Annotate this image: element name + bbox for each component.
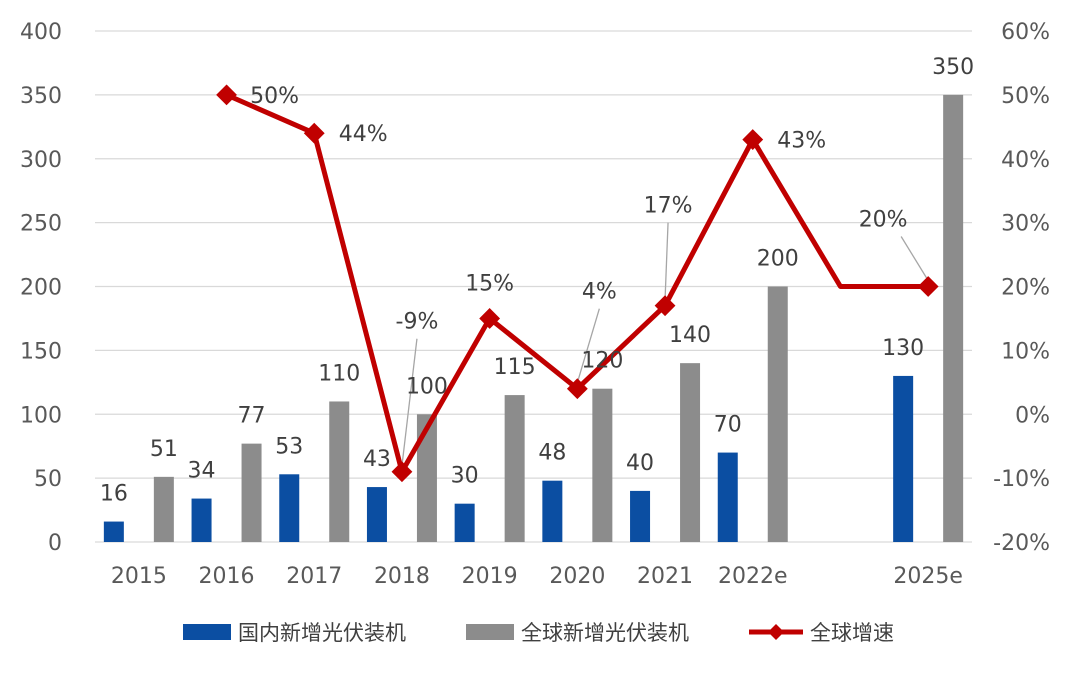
bar-global: [504, 395, 525, 542]
growth-label: 4%: [582, 280, 617, 305]
left-axis-ticks: 0 50 100 150 200 250 300 350 400: [20, 20, 62, 556]
bar-global: [943, 94, 964, 542]
legend: 国内新增光伏装机 全球新增光伏装机 全球增速: [183, 621, 894, 645]
x-tick-label: 2016: [199, 564, 255, 589]
leader-line: [900, 236, 929, 281]
growth-marker: [654, 295, 676, 317]
bar-domestic: [542, 480, 563, 542]
legend-swatch-domestic: [183, 624, 231, 640]
gridlines: [95, 30, 972, 543]
bar-domestic-label: 130: [882, 336, 924, 361]
bar-domestic: [366, 487, 387, 542]
left-tick-label: 400: [20, 20, 62, 45]
growth-marker: [917, 276, 939, 297]
bar-domestic: [103, 521, 124, 542]
right-tick-label: -10%: [993, 467, 1050, 492]
bar-global: [680, 363, 701, 542]
legend-label-growth: 全球增速: [810, 621, 894, 645]
bar-domestic: [893, 375, 914, 542]
right-tick-label: 10%: [1001, 339, 1050, 364]
right-tick-label: 20%: [1001, 276, 1050, 301]
left-tick-label: 350: [20, 84, 62, 109]
left-tick-label: 0: [48, 531, 62, 556]
bar-domestic-label: 34: [188, 459, 216, 484]
left-tick-label: 200: [20, 276, 62, 301]
growth-line: [216, 84, 939, 483]
bars: [103, 94, 964, 542]
growth-label: 20%: [859, 208, 908, 233]
bar-domestic-label: 30: [451, 464, 479, 489]
bar-domestic: [630, 490, 651, 542]
bar-global-label: 110: [318, 361, 360, 386]
leader-line: [664, 222, 669, 300]
right-tick-label: 30%: [1001, 212, 1050, 237]
data-labels: 16 34 53 43 30 48 40 70 130 51 77 110 100 115 120 140 20…: [100, 55, 974, 507]
right-tick-label: 50%: [1001, 84, 1050, 109]
x-tick-label: 2018: [374, 564, 430, 589]
bar-global: [416, 414, 437, 542]
x-tick-label: 2015: [111, 564, 167, 589]
legend-swatch-global: [466, 624, 514, 640]
legend-marker-growth: [768, 624, 784, 640]
bar-domestic-label: 53: [275, 434, 303, 459]
bar-global-label: 77: [238, 404, 266, 429]
x-tick-label: 2022e: [718, 564, 788, 589]
bar-global: [241, 443, 262, 542]
growth-label: 44%: [339, 122, 388, 147]
left-tick-label: 50: [34, 467, 62, 492]
bar-domestic-label: 40: [626, 451, 654, 476]
bar-domestic-label: 48: [538, 441, 566, 466]
legend-label-global: 全球新增光伏装机: [521, 621, 689, 645]
x-axis-ticks: 2015 2016 2017 2018 2019 2020 2021 2022e 2025e: [111, 564, 963, 589]
leader-line: [401, 338, 418, 466]
right-axis-ticks: -20% -10% 0% 10% 20% 30% 40% 50% 60%: [993, 20, 1050, 556]
leader-line: [576, 308, 600, 383]
x-tick-label: 2020: [549, 564, 605, 589]
growth-marker: [566, 378, 588, 400]
bar-global-label: 100: [406, 374, 448, 399]
bar-global-label: 51: [150, 437, 178, 462]
bar-global-label: 200: [757, 247, 799, 272]
bar-global-label: 350: [932, 55, 974, 80]
bar-global: [767, 286, 788, 542]
growth-marker: [216, 84, 237, 106]
growth-label: 17%: [644, 194, 693, 219]
left-tick-label: 250: [20, 212, 62, 237]
growth-marker: [742, 129, 764, 151]
bar-global-label: 140: [669, 323, 711, 348]
bar-global: [592, 388, 613, 542]
x-tick-label: 2025e: [893, 564, 963, 589]
growth-marker: [479, 308, 501, 329]
right-tick-label: 60%: [1001, 20, 1050, 45]
x-tick-label: 2017: [286, 564, 342, 589]
bar-domestic: [191, 498, 212, 542]
leader-lines: [401, 222, 929, 466]
left-tick-label: 100: [20, 403, 62, 428]
bar-domestic: [717, 452, 738, 542]
growth-label: 15%: [465, 271, 514, 296]
right-tick-label: 40%: [1001, 148, 1050, 173]
bar-global: [329, 401, 350, 542]
legend-label-domestic: 国内新增光伏装机: [238, 621, 406, 645]
bar-domestic-label: 70: [714, 413, 742, 438]
bar-global: [153, 476, 174, 542]
growth-marker: [391, 461, 413, 483]
bar-global-label: 120: [581, 349, 623, 374]
right-tick-label: 0%: [1015, 403, 1050, 428]
growth-label: 50%: [250, 84, 299, 109]
bar-global-label: 115: [494, 355, 536, 380]
bar-domestic-label: 16: [100, 482, 128, 507]
x-tick-label: 2019: [462, 564, 518, 589]
left-tick-label: 150: [20, 339, 62, 364]
growth-label: 43%: [777, 129, 826, 154]
left-tick-label: 300: [20, 148, 62, 173]
bar-domestic-label: 43: [363, 447, 391, 472]
growth-marker: [303, 122, 325, 144]
right-tick-label: -20%: [993, 531, 1050, 556]
growth-label: -9%: [396, 310, 439, 335]
bar-domestic: [454, 503, 475, 542]
x-tick-label: 2021: [637, 564, 693, 589]
bar-domestic: [279, 474, 300, 542]
